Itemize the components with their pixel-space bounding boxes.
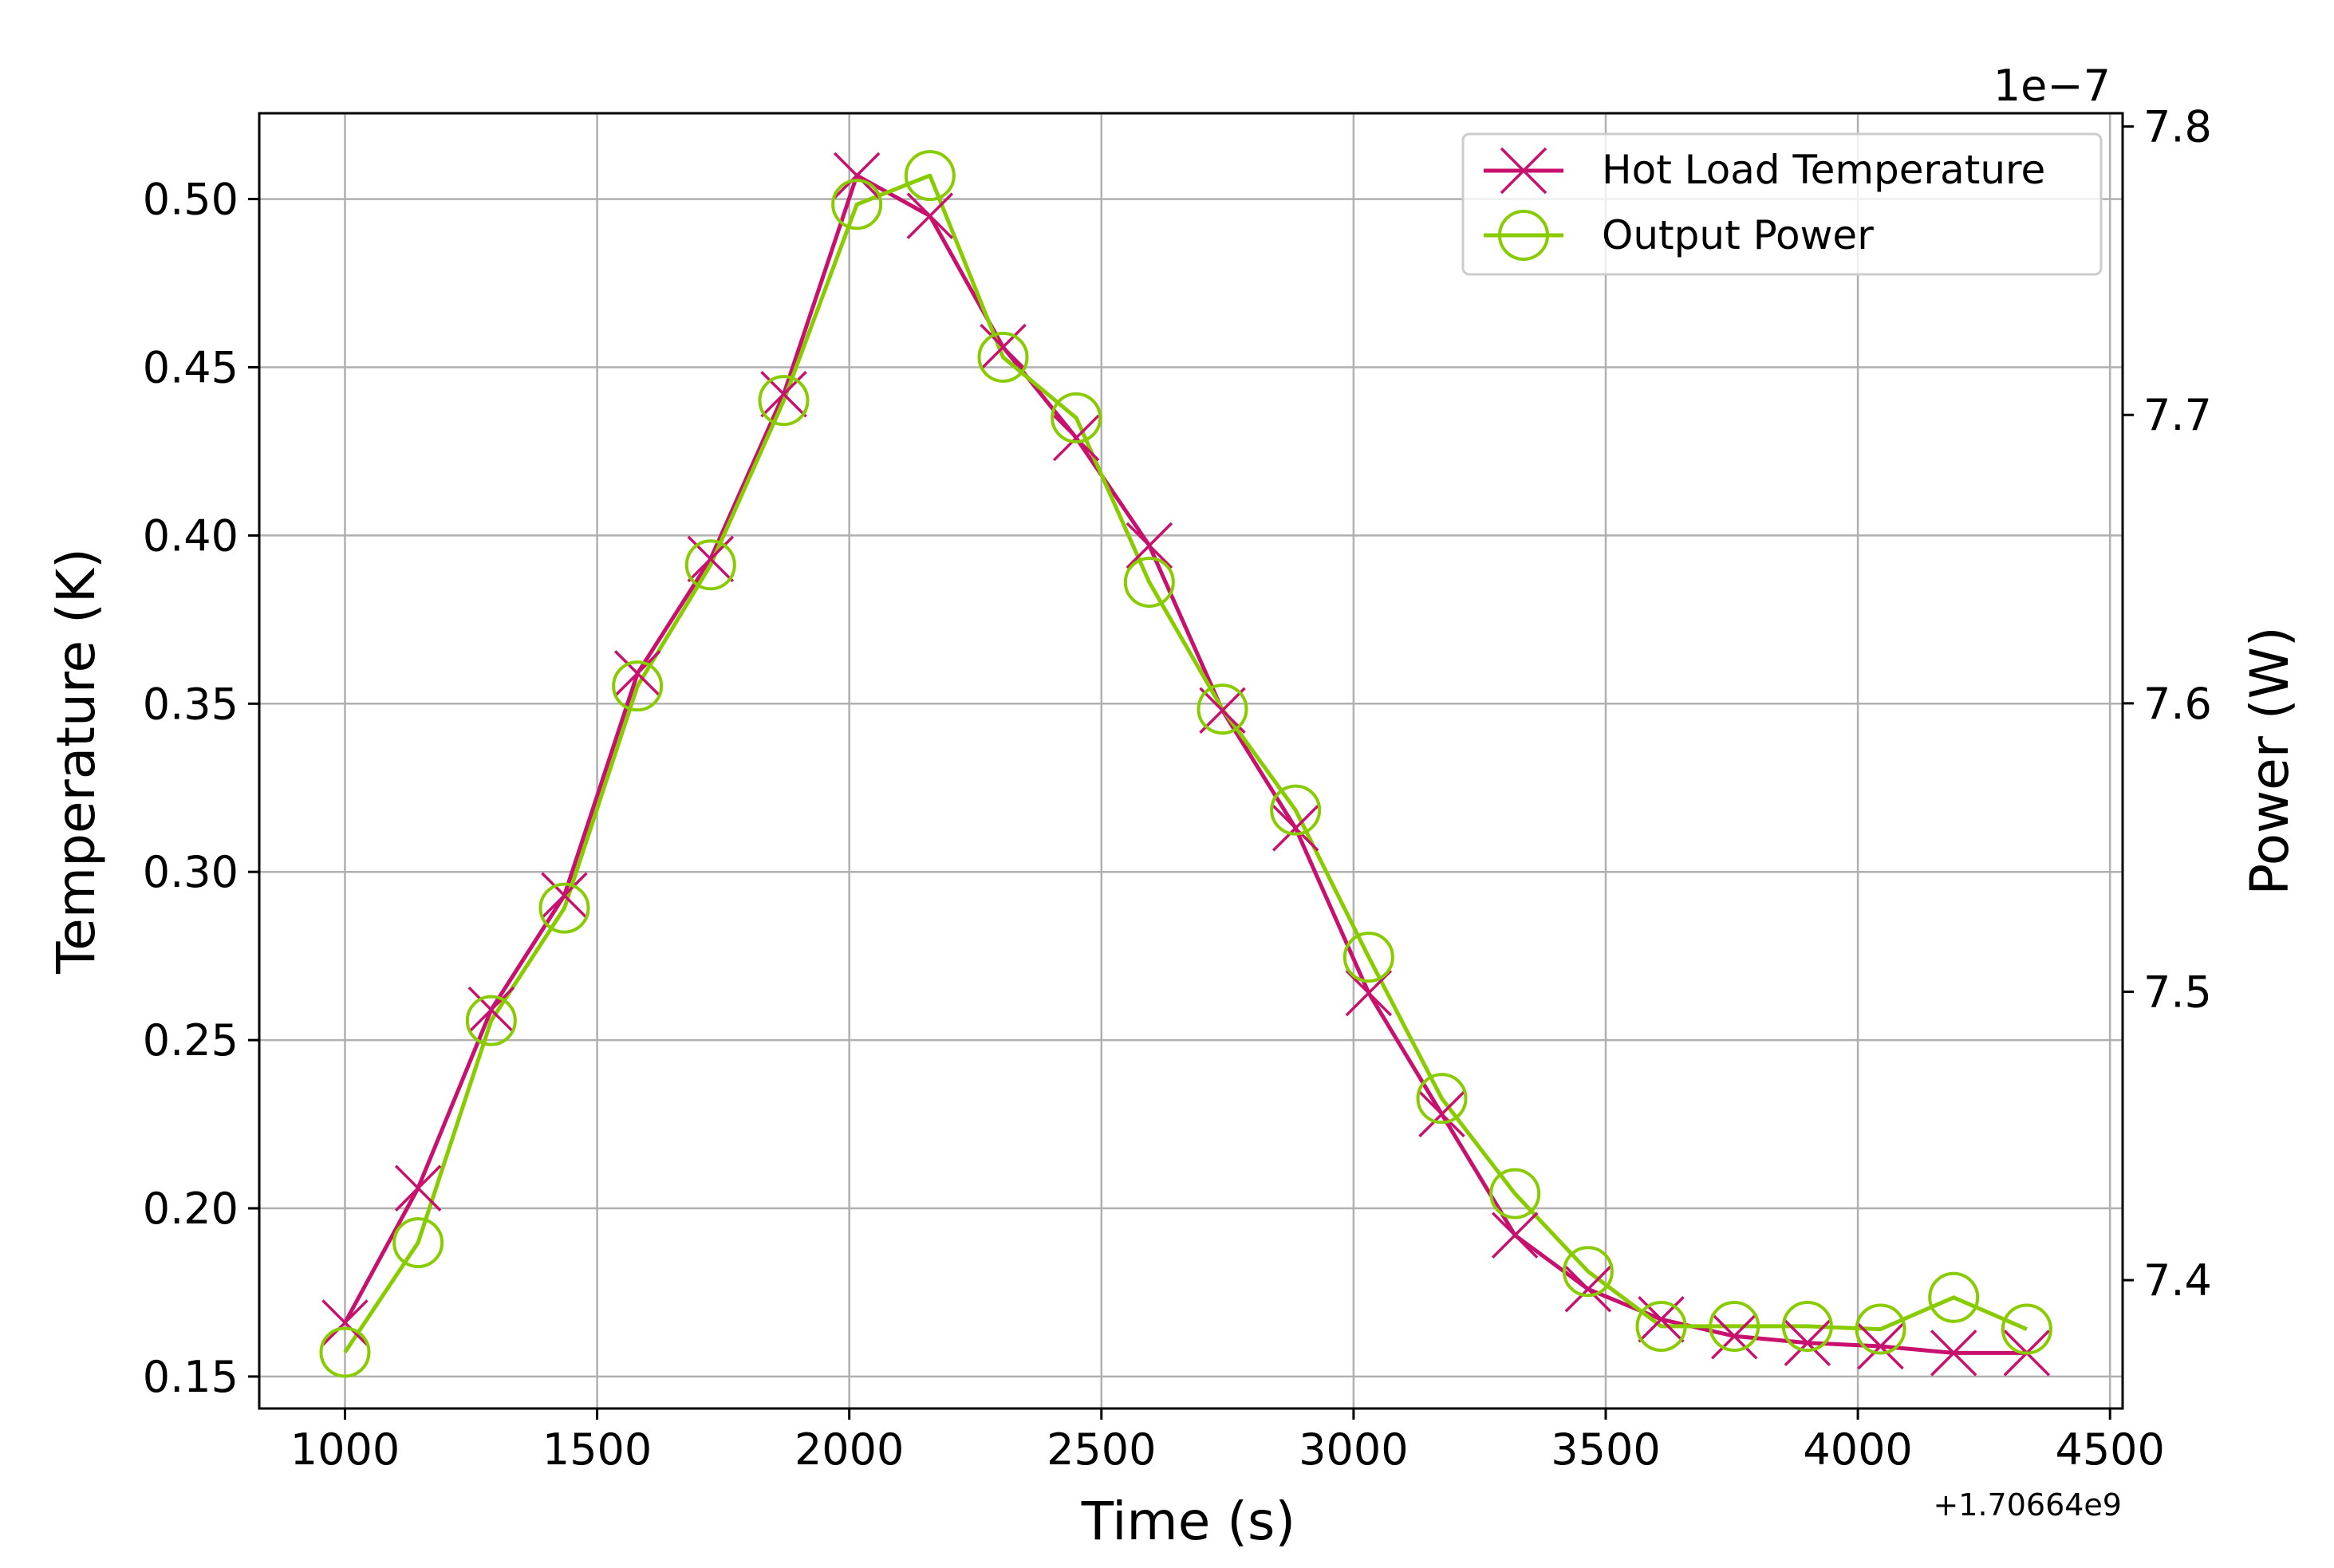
x-offset-label: +1.70664e9 <box>1933 1487 2122 1523</box>
y-left-tick-label: 0.40 <box>143 510 239 561</box>
power-marker <box>1270 784 1322 836</box>
y-left-tick-label: 0.30 <box>143 847 239 897</box>
temperature-marker <box>1491 1211 1539 1259</box>
axes: 1000 1500 2000 2500 3000 3500 4000 4500 0.15 0.20… <box>143 102 2212 1475</box>
temperature-marker <box>541 872 588 919</box>
y-right-tick-label: 7.8 <box>2143 102 2212 152</box>
temperature-marker <box>1271 805 1319 852</box>
power-marker <box>1781 1300 1833 1352</box>
y-left-tick-label: 0.25 <box>143 1015 239 1066</box>
power-marker <box>1416 1073 1468 1125</box>
temperature-marker <box>760 370 807 418</box>
temperature-marker <box>1564 1266 1612 1313</box>
temperature-marker <box>1930 1330 1977 1377</box>
x-tick-label: 4000 <box>1803 1424 1912 1475</box>
legend-label-temperature: Hot Load Temperature <box>1602 147 2045 193</box>
power-marker <box>1051 392 1102 443</box>
power-marker <box>684 539 736 591</box>
power-marker <box>831 179 883 230</box>
power-marker <box>1197 684 1248 735</box>
temperature-marker <box>1345 969 1393 1017</box>
series-line-temperature <box>343 173 2027 1355</box>
temperature-marker <box>1052 414 1100 462</box>
y-left-tick-label: 0.45 <box>143 342 239 392</box>
power-marker <box>465 995 517 1046</box>
temperature-marker <box>1784 1319 1831 1366</box>
x-tick-label: 2500 <box>1047 1424 1156 1475</box>
power-marker <box>977 331 1029 383</box>
power-marker <box>904 150 956 202</box>
temperature-marker <box>1418 1090 1465 1138</box>
x-axis-label: Time (s) <box>1081 1491 1295 1552</box>
plot-frame <box>258 112 2124 1410</box>
temperature-marker <box>833 152 881 199</box>
temperature-marker <box>1857 1322 1904 1370</box>
power-marker <box>392 1217 444 1269</box>
x-tick-label: 1500 <box>542 1424 652 1475</box>
temperature-marker <box>321 1299 369 1346</box>
legend-label-power: Output Power <box>1602 212 1874 258</box>
temperature-marker <box>1638 1295 1685 1343</box>
temperature-marker <box>906 192 954 239</box>
y-left-tick-label: 0.20 <box>143 1184 239 1234</box>
temperature-marker <box>613 650 661 697</box>
x-tick-label: 2000 <box>794 1424 904 1475</box>
y-left-tick-label: 0.15 <box>143 1352 239 1402</box>
y-left-tick-label: 0.50 <box>143 175 239 225</box>
series-markers <box>319 150 2052 1378</box>
temperature-marker <box>980 323 1027 371</box>
series-line-power <box>343 173 2028 1353</box>
y-axis-right-label: Power (W) <box>2239 626 2300 895</box>
legend-marker-temperature <box>1500 147 1547 195</box>
y-left-tick-label: 0.35 <box>143 679 239 729</box>
temperature-marker <box>1199 687 1246 734</box>
power-marker <box>1489 1168 1541 1219</box>
legend-marker-power <box>1498 210 1549 261</box>
y-right-tick-label: 7.6 <box>2143 679 2212 729</box>
y-axis-left-label: Temperature (K) <box>45 548 107 975</box>
power-marker <box>1709 1300 1760 1352</box>
power-marker <box>758 375 810 427</box>
x-tick-label: 1000 <box>290 1424 400 1475</box>
power-marker <box>2001 1303 2052 1355</box>
temperature-marker <box>1126 522 1173 569</box>
legend-box <box>1461 132 2103 276</box>
power-marker <box>1562 1246 1614 1298</box>
power-marker <box>1928 1271 1980 1323</box>
y-right-tick-label: 7.7 <box>2143 390 2212 440</box>
power-marker <box>1855 1303 1906 1355</box>
x-tick-label: 3000 <box>1299 1424 1408 1475</box>
y-right-tick-label: 7.5 <box>2143 967 2212 1017</box>
temperature-marker <box>467 986 515 1034</box>
power-marker <box>1123 556 1175 608</box>
power-marker <box>1635 1300 1687 1352</box>
power-marker <box>538 882 590 934</box>
temperature-marker <box>1710 1313 1758 1360</box>
power-marker <box>612 660 664 712</box>
grid <box>259 113 2123 1408</box>
power-marker <box>1342 932 1394 983</box>
x-tick-label: 3500 <box>1551 1424 1660 1475</box>
x-tick-label: 4500 <box>2055 1424 2164 1475</box>
series-lines <box>343 173 2028 1355</box>
y-right-tick-label: 7.4 <box>2143 1255 2212 1306</box>
legend: Hot Load Temperature Output Power <box>1461 132 2103 276</box>
power-marker <box>319 1326 371 1378</box>
right-scale-label: 1e−7 <box>1993 61 2111 111</box>
temperature-marker <box>394 1164 442 1211</box>
temperature-marker <box>687 535 735 583</box>
